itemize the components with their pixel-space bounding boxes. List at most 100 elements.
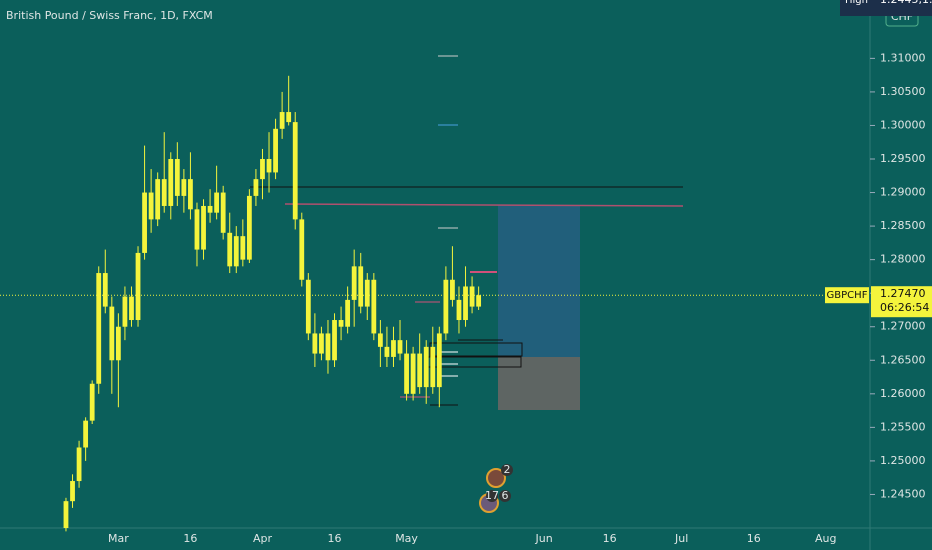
candle-body bbox=[338, 320, 344, 327]
candle-body bbox=[384, 346, 390, 357]
candle-body bbox=[233, 236, 239, 267]
x-tick-label: Mar bbox=[108, 532, 129, 545]
candle-body bbox=[417, 353, 423, 388]
candle-body bbox=[122, 296, 128, 327]
candle-body bbox=[214, 192, 220, 213]
candle-body bbox=[371, 279, 377, 334]
candle-body bbox=[286, 112, 292, 123]
candle-body bbox=[240, 236, 246, 260]
candle-body bbox=[96, 273, 102, 384]
candle-body bbox=[397, 340, 403, 354]
candle-body bbox=[404, 353, 409, 394]
candle-body bbox=[253, 179, 259, 196]
x-tick-label: Jul bbox=[674, 532, 688, 545]
candle-body bbox=[201, 205, 206, 250]
target-zone bbox=[498, 205, 580, 357]
candle-body bbox=[260, 159, 265, 180]
candle-body bbox=[102, 273, 108, 307]
y-tick-label: 1.25500 bbox=[880, 420, 926, 433]
candle-body bbox=[70, 481, 75, 502]
candle-body bbox=[135, 252, 141, 321]
candle-body bbox=[391, 340, 396, 357]
candle-body bbox=[63, 501, 69, 528]
event-count: 6 bbox=[502, 489, 509, 502]
x-tick-label: 16 bbox=[183, 532, 197, 545]
y-tick-label: 1.30500 bbox=[880, 85, 926, 98]
x-tick-label: 16 bbox=[603, 532, 617, 545]
candle-body bbox=[246, 195, 252, 260]
event-badge bbox=[499, 490, 511, 502]
drawings bbox=[250, 55, 684, 410]
candle-body bbox=[142, 192, 147, 253]
y-tick-label: 1.30000 bbox=[880, 118, 926, 131]
event-badge bbox=[486, 490, 498, 502]
candle-body bbox=[155, 179, 161, 220]
y-tick-label: 1.29000 bbox=[880, 186, 926, 199]
high-label: High bbox=[845, 0, 868, 6]
candle-body bbox=[345, 299, 351, 327]
x-tick-label: 16 bbox=[747, 532, 761, 545]
candle-body bbox=[227, 232, 233, 267]
candle-body bbox=[463, 286, 468, 321]
high-value: 1.2445,1.248,1.253,1.2565,1.262,1.279,1.… bbox=[880, 0, 932, 6]
candle-body bbox=[266, 159, 272, 173]
candle-body bbox=[312, 333, 318, 354]
x-tick-label: Jun bbox=[535, 532, 553, 545]
candle-body bbox=[161, 179, 167, 206]
x-tick-label: Apr bbox=[253, 532, 273, 545]
candle-body bbox=[377, 333, 383, 347]
candles bbox=[63, 75, 482, 532]
candle-body bbox=[76, 447, 82, 482]
candle-body bbox=[299, 219, 305, 280]
y-tick-label: 1.26500 bbox=[880, 353, 926, 366]
candle-body bbox=[181, 179, 187, 196]
event-badge bbox=[501, 464, 513, 476]
candle-body bbox=[476, 295, 482, 307]
candle-body bbox=[358, 266, 364, 307]
event-count: 17 bbox=[485, 489, 499, 502]
y-tick-label: 1.27000 bbox=[880, 320, 926, 333]
y-tick-label: 1.31000 bbox=[880, 51, 926, 64]
y-tick-label: 1.25000 bbox=[880, 454, 926, 467]
countdown: 06:26:54 bbox=[880, 301, 929, 314]
candle-body bbox=[273, 128, 278, 173]
candle-body bbox=[115, 326, 121, 361]
candle-body bbox=[109, 306, 115, 361]
candle-body bbox=[129, 296, 134, 321]
candle-body bbox=[319, 333, 324, 354]
candle-body bbox=[188, 179, 193, 210]
candle-body bbox=[89, 383, 95, 421]
candle-body bbox=[456, 299, 462, 321]
y-tick-label: 1.26000 bbox=[880, 387, 926, 400]
candle-body bbox=[423, 346, 429, 388]
stop-zone bbox=[498, 357, 580, 410]
candle-body bbox=[174, 159, 180, 196]
symbol-badge bbox=[825, 287, 869, 304]
level-line bbox=[284, 203, 684, 207]
candle-body bbox=[443, 279, 449, 334]
x-tick-label: May bbox=[395, 532, 418, 545]
candle-body bbox=[364, 279, 370, 307]
event-count: 2 bbox=[504, 463, 511, 476]
x-tick-label: Aug bbox=[815, 532, 836, 545]
candle-body bbox=[351, 266, 357, 300]
symbol-label: GBPCHF bbox=[827, 290, 868, 301]
candle-body bbox=[469, 286, 475, 307]
candle-body bbox=[450, 279, 455, 300]
box bbox=[429, 342, 523, 357]
candle-body bbox=[168, 159, 174, 206]
candle-body bbox=[220, 192, 226, 233]
candle-body bbox=[194, 209, 200, 250]
events: 2 17 6 bbox=[479, 463, 513, 513]
candle-body bbox=[207, 205, 213, 213]
high-badge bbox=[840, 0, 932, 16]
candle-body bbox=[305, 279, 311, 334]
candle-body bbox=[83, 420, 89, 448]
candle-body bbox=[279, 112, 285, 129]
candle-body bbox=[430, 346, 436, 388]
chart-title: British Pound / Swiss Franc, 1D, FXCM bbox=[6, 9, 213, 22]
candle-body bbox=[332, 320, 337, 361]
candle-body bbox=[292, 122, 298, 220]
price-badge bbox=[871, 286, 932, 318]
y-tick-label: 1.29500 bbox=[880, 152, 926, 165]
